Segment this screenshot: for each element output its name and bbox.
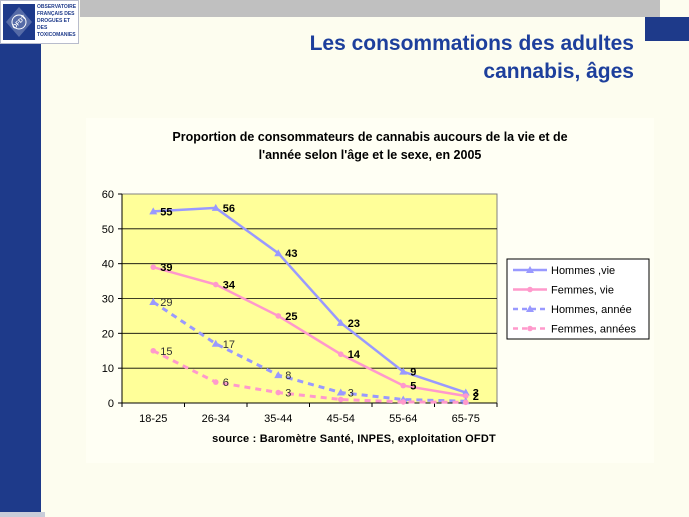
chart-title-line1: Proportion de consommateurs de cannabis … (172, 130, 568, 144)
data-point-0 (336, 318, 345, 326)
data-label-1: 34 (223, 280, 236, 292)
chart-title-line2: l'année selon l'âge et le sexe, en 2005 (258, 148, 482, 162)
data-label-2: 8 (285, 370, 291, 382)
data-point-3 (275, 389, 282, 396)
y-tick-label: 60 (102, 189, 114, 201)
logo-line: FRANÇAIS DES (37, 11, 75, 17)
chart-source: source : Baromètre Santé, INPES, exploit… (212, 433, 496, 445)
data-point-1 (150, 264, 157, 270)
data-label-3: 3 (285, 388, 291, 400)
data-point-0 (149, 207, 158, 215)
corner-accent-block (645, 17, 689, 41)
legend-label-0: Hommes ,vie (551, 265, 615, 277)
legend-label-2: Hommes, année (551, 304, 632, 316)
data-label-0: 23 (348, 318, 360, 330)
bottom-mark (0, 512, 45, 517)
data-label-1: 14 (348, 349, 361, 361)
logo-line: OBSERVATOIRE (37, 4, 77, 10)
logo-line: DROGUES ET DES (37, 18, 71, 31)
data-point-1 (400, 382, 407, 389)
data-point-3 (212, 379, 219, 385)
data-point-2 (149, 297, 158, 305)
data-point-3 (337, 396, 344, 403)
data-point-3 (400, 399, 407, 405)
y-tick-label: 0 (108, 398, 114, 410)
data-point-1 (275, 313, 282, 319)
ofdt-logo-icon: OFDT (3, 4, 35, 40)
x-tick-label: 18-25 (139, 413, 167, 425)
data-point-2 (274, 371, 283, 379)
legend-marker-1 (527, 286, 533, 293)
data-label-1: 5 (410, 381, 416, 393)
data-label-0: 9 (410, 367, 416, 379)
x-tick-label: 26-34 (202, 413, 230, 425)
data-point-3 (462, 399, 469, 406)
chart-title: Proportion de consommateurs de cannabis … (86, 128, 654, 164)
data-point-2 (336, 388, 345, 396)
data-label-1: 2 (473, 391, 479, 403)
series-line-2 (152, 300, 466, 403)
data-point-0 (211, 203, 220, 211)
x-tick-label: 45-54 (327, 413, 355, 425)
data-label-2: 29 (160, 297, 172, 309)
legend-label-1: Femmes, vie (551, 285, 614, 297)
series-line-1 (152, 265, 466, 398)
data-label-3: 6 (223, 377, 229, 389)
x-tick-label: 35-44 (264, 413, 292, 425)
data-label-0: 43 (285, 248, 297, 260)
data-point-3 (150, 347, 157, 354)
y-tick-label: 20 (102, 328, 114, 340)
slide-title: Les consommations des adultes cannabis, … (310, 30, 634, 86)
logo-line: TOXICOMANIES (37, 32, 76, 38)
y-tick-label: 40 (102, 259, 114, 271)
data-label-1: 39 (160, 262, 172, 274)
data-point-2 (211, 339, 220, 347)
y-tick-label: 30 (102, 294, 114, 306)
series-line-3 (152, 349, 466, 404)
legend-marker-0 (526, 266, 534, 273)
data-point-0 (274, 249, 283, 257)
legend-label-3: Femmes, années (551, 324, 636, 336)
x-tick-label: 65-75 (452, 413, 480, 425)
y-tick-label: 10 (102, 363, 114, 375)
data-label-0: 56 (223, 203, 235, 215)
data-label-2: 3 (348, 388, 354, 400)
data-label-0: 55 (160, 206, 172, 218)
data-label-3: 15 (160, 346, 172, 358)
data-label-0: 3 (473, 388, 479, 400)
slide-title-line1: Les consommations des adultes (309, 32, 634, 55)
legend-marker-3 (527, 325, 533, 332)
x-tick-label: 55-64 (389, 413, 417, 425)
data-point-0 (399, 367, 408, 375)
data-point-1 (462, 393, 469, 399)
top-accent-bar (80, 0, 660, 17)
data-point-1 (337, 351, 344, 358)
logo-text: OBSERVATOIRE FRANÇAIS DES DROGUES ET DES… (37, 4, 79, 39)
data-point-1 (212, 281, 219, 288)
legend-marker-2 (526, 305, 534, 312)
y-tick-label: 50 (102, 224, 114, 236)
slide-title-line2: cannabis, âges (483, 60, 634, 83)
left-accent-bar (0, 0, 41, 517)
data-label-2: 17 (223, 339, 235, 351)
series-line-0 (153, 206, 467, 394)
data-label-1: 25 (285, 311, 297, 323)
data-point-0 (461, 388, 470, 396)
ofdt-logo: OFDT OBSERVATOIRE FRANÇAIS DES DROGUES E… (0, 0, 79, 44)
